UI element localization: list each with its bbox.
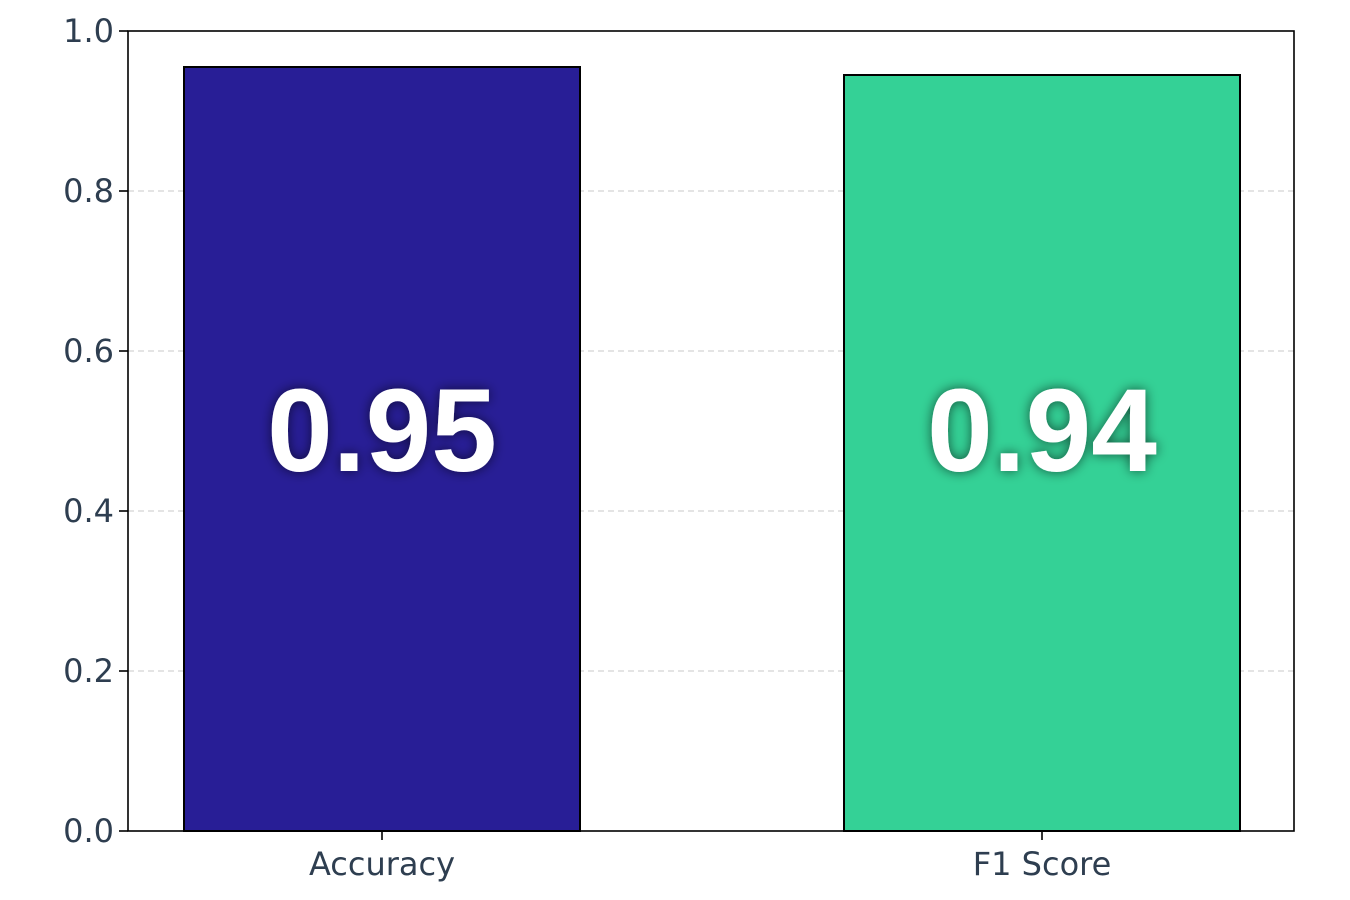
y-axis: 0.0 0.2 0.4 0.6 0.8 1.0 bbox=[63, 12, 128, 850]
y-tick-label: 0.6 bbox=[63, 332, 114, 370]
y-tick-label: 0.0 bbox=[63, 812, 114, 850]
data-label: 0.94 bbox=[927, 365, 1157, 497]
y-tick-label: 0.8 bbox=[63, 172, 114, 210]
plot-area-frame bbox=[127, 30, 1295, 832]
bar-accuracy bbox=[183, 66, 581, 832]
data-label: 0.95 bbox=[267, 365, 497, 497]
x-axis: Accuracy F1 Score bbox=[309, 831, 1111, 883]
value-labels: 0.95 0.94 bbox=[267, 365, 1157, 497]
y-tick-label: 0.4 bbox=[63, 492, 114, 530]
y-tick-label: 1.0 bbox=[63, 12, 114, 50]
y-tick-label: 0.2 bbox=[63, 652, 114, 690]
x-tick-label: F1 Score bbox=[973, 845, 1112, 883]
x-tick-label: Accuracy bbox=[309, 845, 455, 883]
